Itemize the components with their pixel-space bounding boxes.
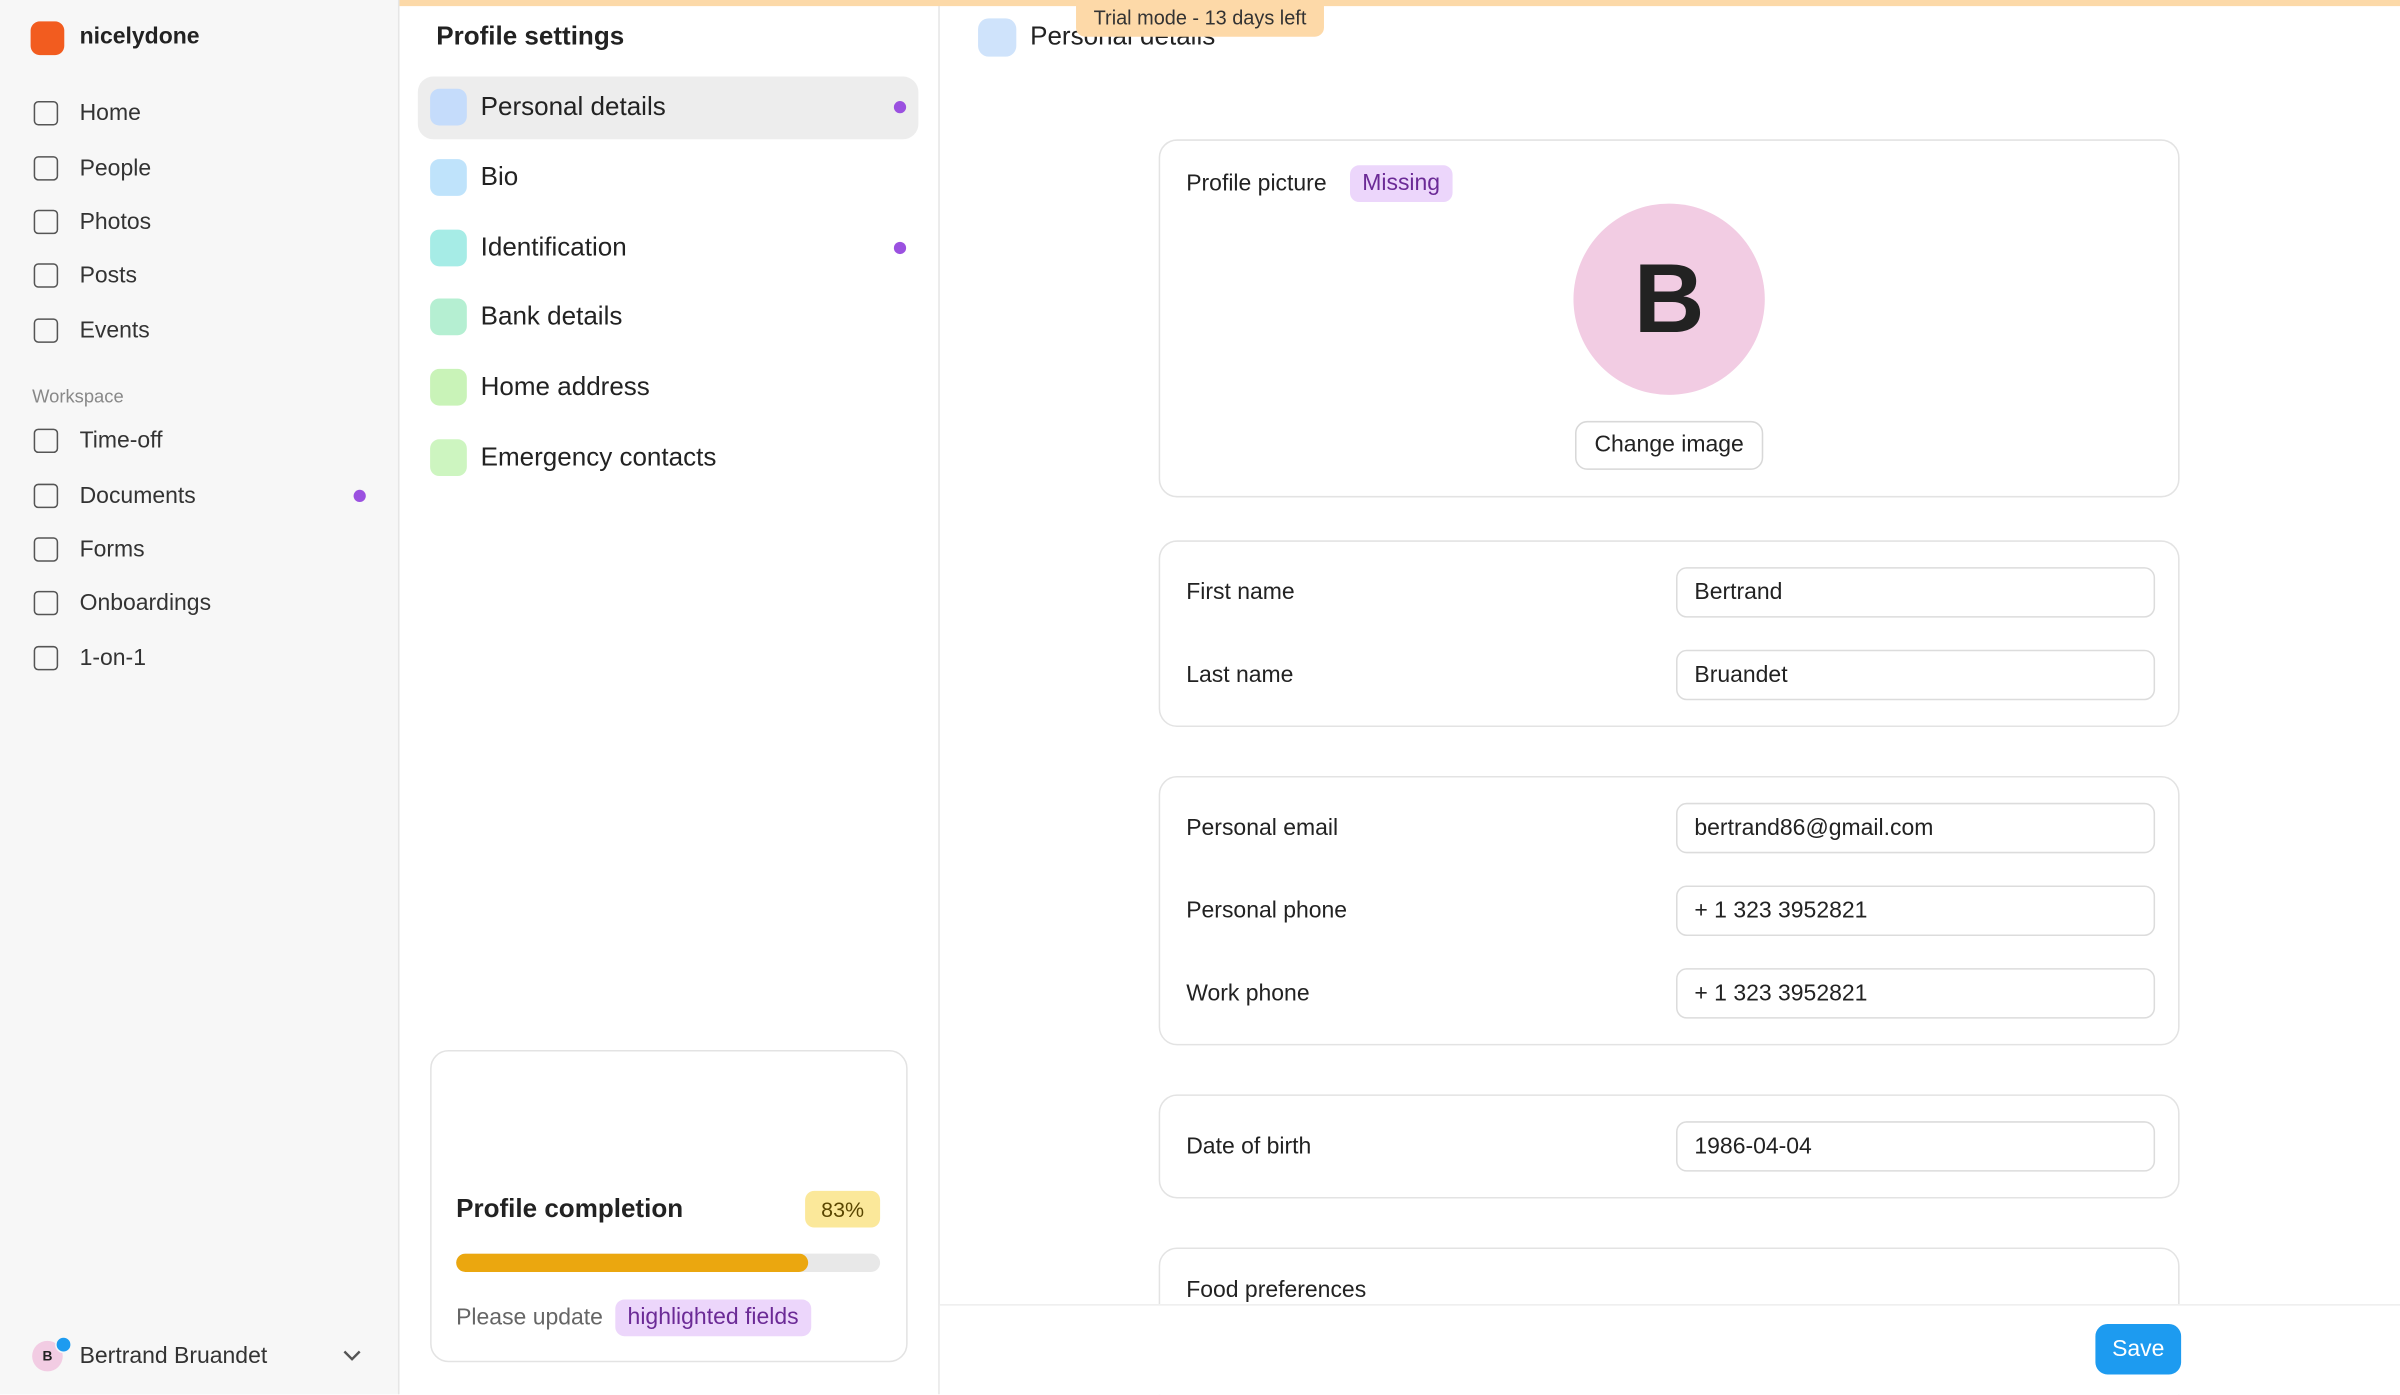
field-label: Date of birth <box>1186 1133 1312 1160</box>
field-label: Personal email <box>1186 815 1339 842</box>
section-item[interactable]: Home address <box>480 371 650 402</box>
change-image-button[interactable]: Change image <box>1574 420 1764 470</box>
hint: Please update <box>456 1304 603 1331</box>
section-icon <box>430 368 467 406</box>
nav-icon <box>33 483 59 509</box>
field-label: Profile picture <box>1186 170 1327 197</box>
nav-item[interactable]: Home <box>79 100 141 127</box>
nav-item[interactable]: Documents <box>79 482 196 509</box>
section-item[interactable]: Bank details <box>480 301 623 331</box>
selected-row <box>417 76 919 140</box>
name-card <box>1158 540 2180 728</box>
notification-dot <box>893 101 907 114</box>
section-icon <box>430 88 467 126</box>
contact-card <box>1158 776 2180 1046</box>
nav-item[interactable]: People <box>79 155 152 182</box>
field-label: Work phone <box>1186 980 1310 1007</box>
text-input[interactable]: Bertrand <box>1676 567 2156 618</box>
header-icon <box>978 18 1017 57</box>
panel-title: Profile settings <box>436 21 625 51</box>
nav-icon <box>33 156 59 181</box>
nav-item[interactable]: Time-off <box>79 427 163 454</box>
trial-line <box>399 0 2400 7</box>
logo <box>30 21 65 56</box>
nav-item[interactable]: 1-on-1 <box>79 645 146 672</box>
progress-fill <box>456 1253 809 1272</box>
hint-badge: highlighted fields <box>615 1299 811 1337</box>
nav-icon <box>33 318 59 343</box>
completion-card <box>430 1049 908 1363</box>
field-label: Personal phone <box>1186 897 1348 924</box>
brand: nicelydone <box>79 23 200 50</box>
section-icon <box>430 229 467 267</box>
section-icon <box>430 298 467 336</box>
status-dot <box>55 1336 72 1354</box>
section-icon <box>430 159 467 196</box>
nav-icon <box>33 428 59 454</box>
nav-item[interactable]: Forms <box>79 536 145 563</box>
field-label: Last name <box>1186 661 1294 689</box>
trial-banner: Trial mode - 13 days left <box>1076 0 1324 37</box>
section-item[interactable]: Bio <box>480 162 519 192</box>
chevron[interactable] <box>341 1347 362 1365</box>
nav-icon <box>33 101 59 126</box>
user-name[interactable]: Bertrand Bruandet <box>79 1343 268 1370</box>
nav-item[interactable]: Posts <box>79 262 138 289</box>
birth-card <box>1158 1094 2180 1199</box>
text-input[interactable]: Bruandet <box>1676 649 2156 701</box>
nav-icon <box>33 645 59 671</box>
percent-badge: 83% <box>805 1190 881 1228</box>
progress-track <box>456 1253 881 1272</box>
sidebar <box>0 0 400 1395</box>
section-icon <box>430 439 467 477</box>
save-button[interactable]: Save <box>2095 1323 2182 1375</box>
section-label: Workspace <box>32 385 124 408</box>
nav-icon <box>33 263 59 288</box>
text-input[interactable]: bertrand86@gmail.com <box>1676 802 2156 854</box>
nav-icon <box>33 209 59 235</box>
text-input[interactable]: + 1 323 3952821 <box>1676 968 2156 1019</box>
section-item[interactable]: Identification <box>480 232 627 262</box>
text-input[interactable]: + 1 323 3952821 <box>1676 885 2156 936</box>
settings-panel <box>399 0 940 1395</box>
nav-item[interactable]: Photos <box>79 208 152 235</box>
field-label: First name <box>1186 579 1295 606</box>
nav-item[interactable]: Onboardings <box>79 590 212 617</box>
completion-title: Profile completion <box>456 1193 684 1223</box>
nav-icon <box>33 590 59 616</box>
status-badge: Missing <box>1349 165 1453 203</box>
nav-item[interactable]: Events <box>79 317 150 344</box>
text-input[interactable]: 1986-04-04 <box>1676 1121 2156 1172</box>
notification-dot <box>353 489 366 503</box>
field-label: Food preferences <box>1186 1277 1367 1304</box>
notification-dot <box>893 241 907 255</box>
section-item[interactable]: Emergency contacts <box>480 442 717 472</box>
avatar-large: B <box>1573 203 1765 395</box>
nav-icon <box>33 537 59 562</box>
section-item[interactable]: Personal details <box>480 91 666 121</box>
